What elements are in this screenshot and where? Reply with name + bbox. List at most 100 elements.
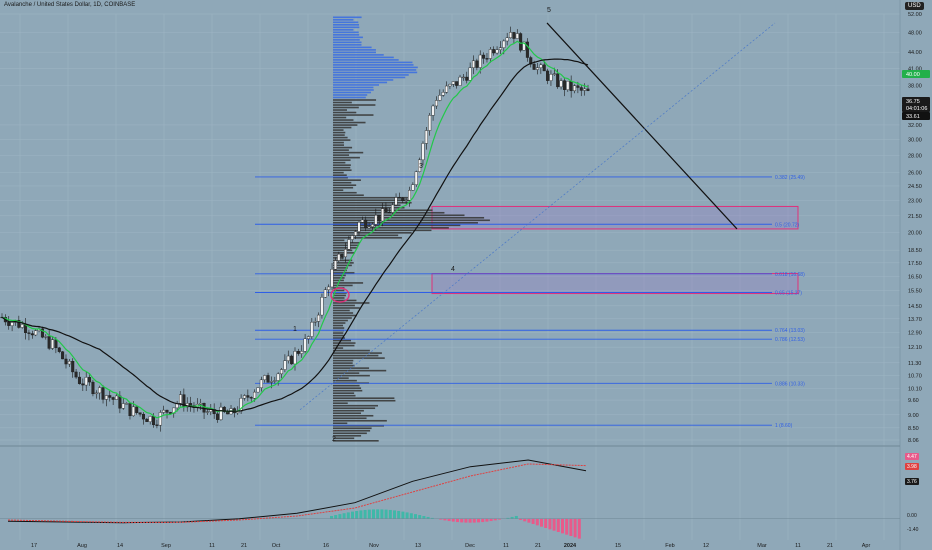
candle-body	[375, 215, 378, 224]
macd-badge-label: 3.76	[907, 479, 917, 485]
candle-body	[344, 249, 347, 257]
candle-body	[122, 404, 125, 409]
macd-histogram-bar	[355, 511, 358, 519]
volume-profile-bar	[333, 357, 385, 359]
candle-body	[479, 55, 482, 68]
candle-body	[553, 74, 556, 75]
volume-profile-bar	[333, 187, 353, 189]
candle-body	[159, 412, 162, 425]
macd-histogram-bar	[557, 519, 560, 532]
volume-profile-bar	[333, 280, 344, 282]
candle-body	[257, 388, 260, 392]
candle-body	[533, 64, 536, 69]
macd-histogram-bar	[376, 509, 379, 518]
wave-label: 5	[547, 7, 551, 14]
macd-histogram-bar	[330, 516, 333, 519]
candle-body	[105, 395, 108, 399]
candle-body	[51, 340, 54, 349]
macd-histogram-bar	[523, 519, 526, 522]
price-tick-label: 15.50	[908, 289, 922, 295]
time-axis-label: 13	[415, 543, 421, 549]
volume-profile-bar	[333, 42, 362, 44]
volume-profile-bar	[333, 172, 344, 174]
volume-profile-bar	[333, 372, 359, 374]
volume-profile-bar	[333, 322, 345, 324]
volume-profile-bar	[333, 157, 360, 159]
volume-profile-bar	[333, 402, 348, 404]
candle-body	[146, 419, 149, 422]
volume-profile-bar	[333, 149, 349, 151]
candle-body	[476, 61, 479, 68]
volume-profile-bar	[333, 432, 367, 434]
candle-body	[482, 55, 485, 58]
wave-label: 3	[419, 163, 423, 170]
macd-histogram-bar	[527, 519, 530, 523]
macd-histogram-bar	[410, 513, 413, 518]
candle-body	[243, 396, 246, 399]
volume-profile-bar	[333, 134, 345, 136]
volume-profile-bar	[333, 219, 490, 221]
candle-body	[216, 414, 219, 420]
macd-histogram-bar	[368, 510, 371, 519]
price-tick-label: 23.00	[908, 198, 922, 204]
price-tick-label: 9.60	[908, 398, 919, 404]
candle-body	[442, 92, 445, 95]
candle-body	[337, 254, 340, 260]
volume-profile-bar	[333, 22, 358, 24]
currency-badge[interactable]: USD	[905, 2, 924, 10]
volume-profile-bar	[333, 164, 351, 166]
volume-profile-bar	[333, 182, 351, 184]
macd-histogram-bar	[427, 517, 430, 519]
candle-body	[435, 100, 438, 106]
volume-profile-bar	[333, 327, 344, 329]
macd-histogram-bar	[536, 519, 539, 526]
volume-profile-bar	[333, 307, 360, 309]
candle-body	[290, 356, 293, 364]
macd-histogram-bar	[477, 519, 480, 523]
candle-body	[489, 49, 492, 58]
candle-body	[28, 333, 31, 334]
candle-body	[401, 198, 404, 201]
candle-body	[267, 375, 270, 382]
volume-profile-bar	[333, 97, 366, 99]
time-axis-label: Oct	[272, 543, 281, 549]
candle-body	[563, 81, 566, 90]
volume-profile-bar	[333, 114, 373, 116]
volume-profile-bar	[333, 199, 410, 201]
volume-profile-bar	[333, 332, 343, 334]
macd-histogram-bar	[574, 519, 577, 538]
trendline	[547, 23, 737, 229]
candle-body	[247, 396, 250, 398]
price-tick-label: 20.00	[908, 230, 922, 236]
candle-body	[317, 315, 320, 321]
candle-body	[550, 74, 553, 80]
supply-demand-zone	[432, 274, 798, 294]
candle-body	[570, 81, 573, 91]
price-tick-label: 17.50	[908, 261, 922, 267]
volume-profile-bar	[333, 122, 366, 124]
candle-body	[432, 106, 435, 115]
macd-histogram-bar	[351, 512, 354, 519]
volume-profile-bar	[333, 392, 354, 394]
time-axis-label: Feb	[665, 543, 674, 549]
candle-body	[459, 77, 462, 85]
price-tick-label: 14.50	[908, 304, 922, 310]
time-axis-label: Apr	[862, 543, 871, 549]
candle-body	[152, 416, 155, 424]
candle-body	[142, 414, 145, 419]
volume-profile-bar	[333, 87, 373, 89]
wave-label: 4	[451, 266, 455, 273]
volume-profile-bar	[333, 167, 350, 169]
volume-profile-bar	[333, 24, 359, 26]
volume-profile-bar	[333, 144, 344, 146]
macd-histogram-bar	[515, 516, 518, 519]
volume-profile-bar	[333, 362, 353, 364]
candle-body	[162, 410, 165, 412]
volume-profile-bar	[333, 227, 449, 229]
macd-histogram-bar	[561, 519, 564, 534]
macd-badge-label: -1.40	[907, 527, 919, 533]
time-axis-label: 14	[117, 543, 123, 549]
volume-profile-bar	[333, 37, 363, 39]
candle-body	[280, 370, 283, 374]
